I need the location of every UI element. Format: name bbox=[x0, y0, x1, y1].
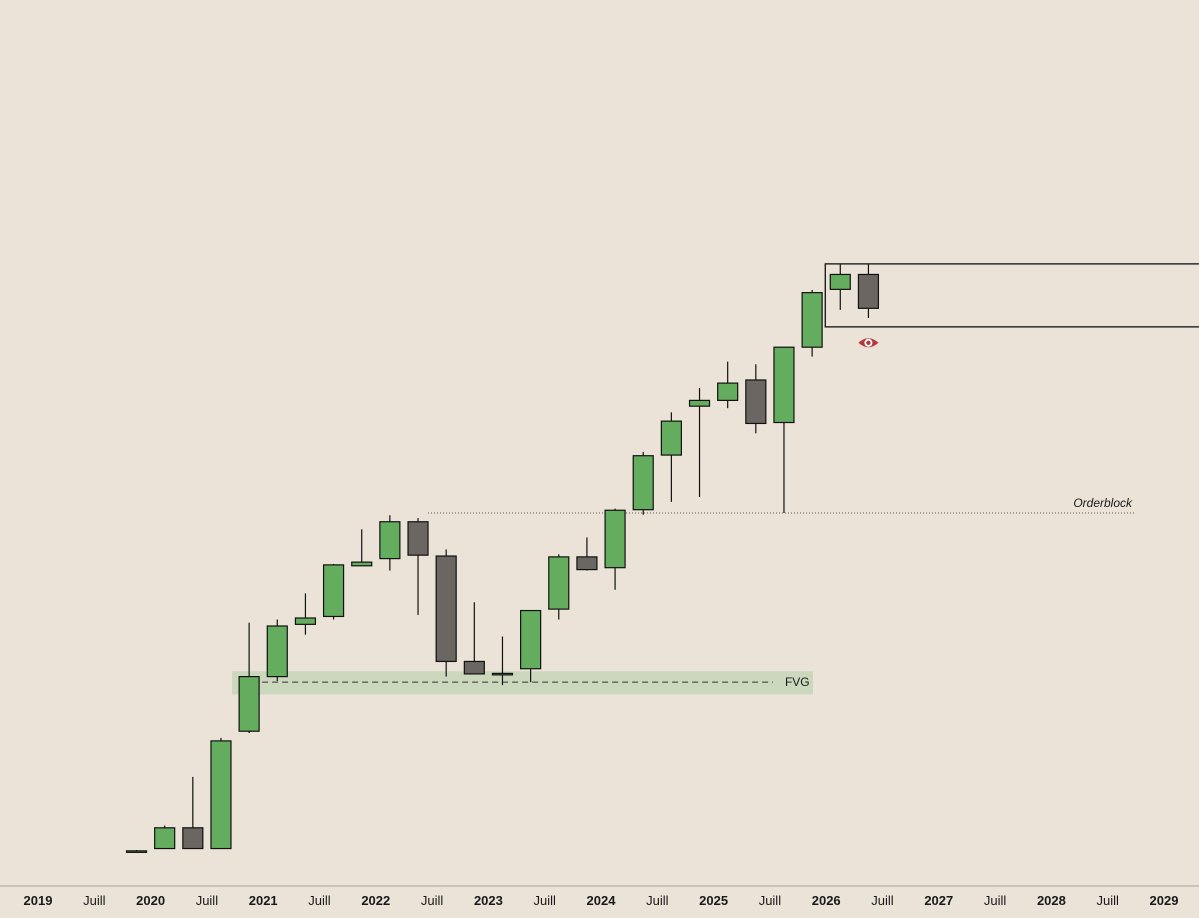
candle-body bbox=[801, 292, 823, 348]
candle-body bbox=[688, 399, 711, 407]
candle-2023-Q2 bbox=[520, 609, 542, 683]
x-tick-label: Juill bbox=[759, 893, 782, 908]
candle-2023-Q1 bbox=[491, 636, 514, 686]
x-tick-label: 2023 bbox=[474, 893, 503, 908]
candle-2024-Q3 bbox=[660, 412, 682, 502]
candle-2021-Q3 bbox=[322, 563, 345, 620]
x-tick-label: 2021 bbox=[249, 893, 278, 908]
candle-2021-Q4 bbox=[351, 529, 373, 567]
candle-2022-Q3 bbox=[435, 549, 457, 677]
candle-2023-Q3 bbox=[548, 554, 570, 620]
candle-2025-Q3 bbox=[773, 346, 795, 513]
candle-body bbox=[660, 420, 682, 456]
eye-icon[interactable] bbox=[858, 338, 879, 348]
candle-2024-Q4 bbox=[688, 387, 711, 497]
candle-body bbox=[548, 556, 570, 610]
candle-body bbox=[857, 273, 880, 309]
x-tick-label: 2026 bbox=[812, 893, 841, 908]
candle-2019-Q4 bbox=[125, 849, 148, 853]
candle-2025-Q2 bbox=[745, 364, 767, 434]
candle-body bbox=[520, 609, 542, 670]
x-tick-label: Juill bbox=[1096, 893, 1119, 908]
x-tick-label: Juill bbox=[871, 893, 894, 908]
candle-2020-Q1 bbox=[154, 825, 176, 850]
candle-body bbox=[463, 660, 485, 675]
candle-body bbox=[379, 521, 401, 560]
candle-body bbox=[632, 455, 654, 511]
candle-2026-Q1 bbox=[829, 263, 851, 310]
candle-body bbox=[266, 625, 288, 678]
x-tick-label: 2027 bbox=[924, 893, 953, 908]
candle-2022-Q4 bbox=[463, 602, 485, 675]
candle-body bbox=[435, 555, 457, 663]
candle-body bbox=[210, 740, 232, 850]
x-tick-label: 2024 bbox=[587, 893, 617, 908]
candle-body bbox=[717, 382, 739, 401]
x-tick-label: 2025 bbox=[699, 893, 728, 908]
x-tick-label: 2029 bbox=[1150, 893, 1179, 908]
x-tick-label: Juill bbox=[196, 893, 219, 908]
candle-2021-Q2 bbox=[294, 593, 317, 635]
candle-body bbox=[407, 521, 429, 556]
candle-2026-Q2 bbox=[857, 263, 880, 319]
x-tick-label: Juill bbox=[421, 893, 444, 908]
candle-body bbox=[491, 672, 514, 676]
fvg-zone bbox=[232, 671, 813, 695]
candle-body bbox=[294, 617, 317, 625]
candle-body bbox=[351, 561, 373, 567]
candle-body bbox=[322, 564, 345, 618]
x-tick-label: 2020 bbox=[136, 893, 165, 908]
candle-2023-Q4 bbox=[576, 537, 598, 571]
candle-2024-Q2 bbox=[632, 451, 654, 515]
x-tick-label: Juill bbox=[984, 893, 1007, 908]
x-tick-label: 2028 bbox=[1037, 893, 1066, 908]
candle-body bbox=[604, 509, 626, 569]
x-tick-label: Juill bbox=[646, 893, 669, 908]
supply-box bbox=[824, 263, 1199, 328]
candle-2024-Q1 bbox=[604, 508, 626, 590]
candle-2020-Q3 bbox=[210, 737, 232, 850]
candle-body bbox=[154, 827, 176, 850]
x-tick-label: Juill bbox=[533, 893, 556, 908]
x-tick-label: Juill bbox=[83, 893, 106, 908]
orderblock-label: Orderblock bbox=[1073, 496, 1133, 510]
candle-2022-Q1 bbox=[379, 515, 401, 571]
x-tick-label: 2022 bbox=[361, 893, 390, 908]
candle-body bbox=[125, 850, 148, 853]
candle-2020-Q4 bbox=[238, 622, 260, 734]
candle-body bbox=[745, 379, 767, 425]
candle-body bbox=[773, 346, 795, 424]
x-tick-label: 2019 bbox=[24, 893, 53, 908]
candle-2025-Q1 bbox=[717, 361, 739, 409]
candle-2020-Q2 bbox=[182, 776, 204, 850]
candle-2025-Q4 bbox=[801, 290, 823, 357]
candle-body bbox=[576, 556, 598, 571]
fvg-label: FVG bbox=[785, 675, 810, 689]
x-tick-label: Juill bbox=[308, 893, 331, 908]
x-axis: 2019 Juill 2020 Juill 2021 Juill 2022 Juill 2023… bbox=[0, 885, 1199, 918]
candle-body bbox=[182, 827, 204, 850]
candle-body bbox=[829, 273, 851, 290]
candle-2021-Q1 bbox=[266, 619, 288, 682]
candle-body bbox=[238, 675, 260, 732]
candle-2022-Q2 bbox=[407, 518, 429, 615]
